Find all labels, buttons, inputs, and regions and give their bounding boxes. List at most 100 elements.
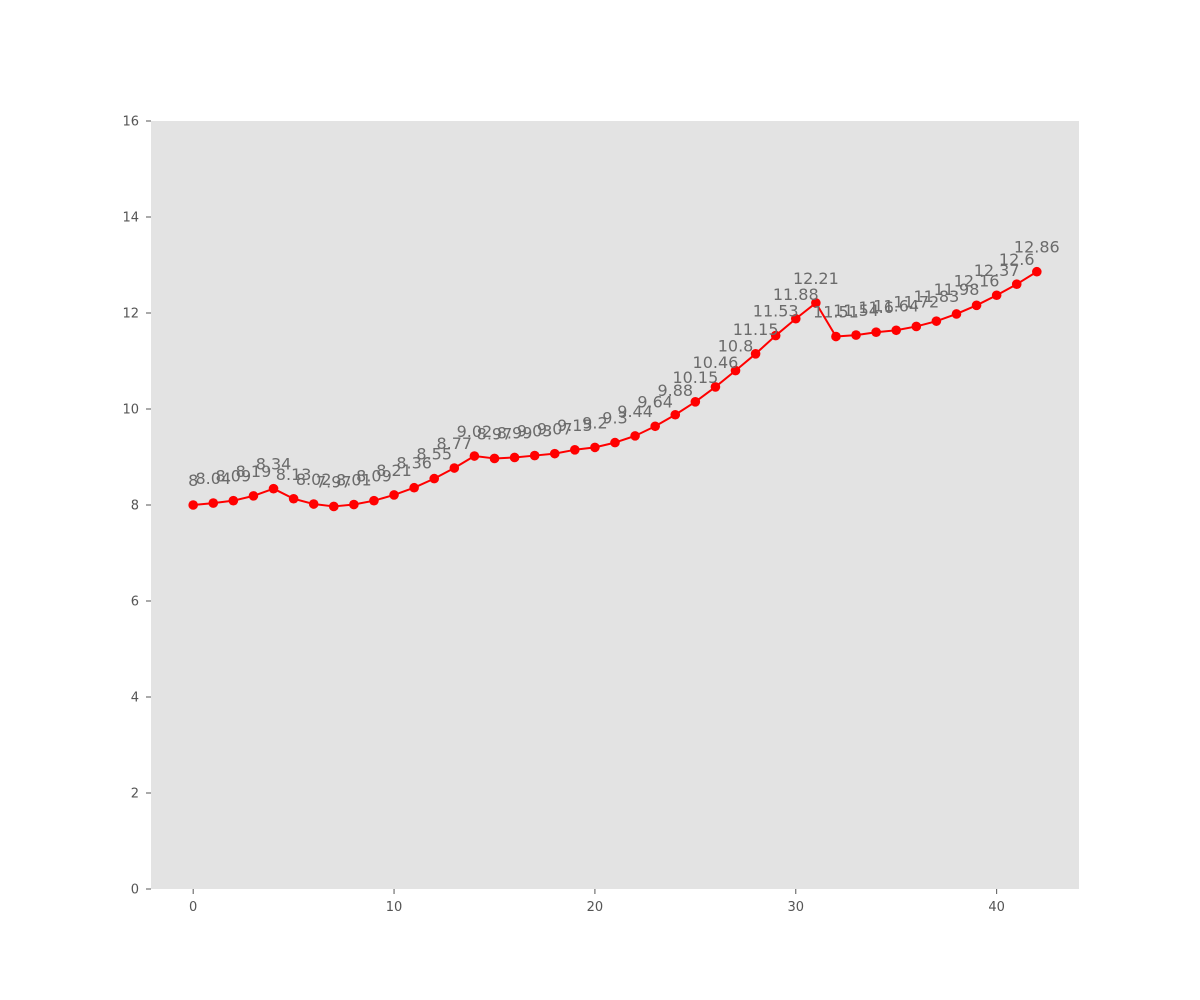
data-label: 11.83 [913, 287, 959, 306]
data-point [630, 431, 640, 441]
data-point [991, 290, 1002, 301]
data-label: 10.8 [718, 337, 754, 356]
data-point [369, 495, 379, 506]
data-point [489, 453, 500, 464]
data-label: 8 [188, 471, 198, 490]
data-label: 9.44 [617, 402, 653, 421]
data-label: 12.6 [999, 250, 1035, 269]
data-point [710, 382, 721, 392]
data-point [1032, 266, 1042, 277]
data-label: 9.2 [582, 413, 607, 432]
data-label: 9.3 [602, 409, 627, 428]
x-tick-label: 10 [386, 900, 403, 915]
data-label: 8.21 [376, 461, 412, 480]
data-point [811, 298, 821, 308]
data-label: 8.55 [416, 445, 452, 464]
x-axis: 0 10 20 30 40 [189, 889, 1005, 915]
data-point [770, 330, 781, 341]
data-label: 8.04 [195, 469, 231, 488]
x-tick-label: 20 [587, 900, 604, 915]
data-point [670, 409, 681, 420]
data-point [1011, 279, 1022, 290]
data-point [610, 437, 620, 448]
data-point [650, 421, 660, 432]
data-point [549, 448, 560, 459]
data-label: 11.98 [934, 280, 980, 299]
y-tick-label: 6 [131, 595, 139, 610]
data-point [529, 450, 540, 461]
data-label: 11.54 [833, 301, 879, 320]
data-point [730, 365, 741, 376]
data-label: 8.02 [296, 470, 332, 489]
y-tick-label: 2 [131, 787, 139, 802]
data-label: 11.64 [873, 296, 919, 315]
data-label: 11.51 [813, 303, 859, 322]
data-label: 8.77 [436, 434, 472, 453]
data-point [349, 499, 359, 510]
data-point [911, 321, 922, 332]
data-point [951, 309, 962, 319]
data-label: 7.97 [316, 472, 352, 491]
data-point [831, 331, 841, 342]
data-point [891, 325, 902, 336]
data-label: 9.88 [657, 381, 693, 400]
data-point [570, 445, 580, 455]
data-label: 8.99 [497, 423, 533, 442]
series-layer [188, 266, 1042, 512]
data-label: 9.15 [557, 416, 593, 435]
data-label: 10.46 [693, 353, 739, 372]
data-point [750, 349, 761, 359]
y-tick-label: 10 [122, 403, 139, 418]
data-label: 10.15 [672, 368, 718, 387]
data-label: 12.21 [793, 269, 839, 288]
data-label: 11.15 [733, 320, 779, 339]
data-label: 12.16 [954, 271, 1000, 290]
data-label: 9.07 [537, 420, 573, 439]
x-tick-label: 40 [988, 900, 1005, 915]
data-point [288, 493, 299, 504]
data-point [931, 316, 942, 326]
data-label: 9.64 [637, 392, 673, 411]
y-tick-label: 16 [122, 115, 139, 130]
data-point [429, 473, 440, 484]
data-label: 8.97 [477, 424, 513, 443]
data-point [409, 482, 419, 493]
data-point [328, 501, 339, 512]
data-label-layer: 88.048.098.198.348.138.027.978.018.098.2… [188, 238, 1060, 492]
x-tick-label: 0 [189, 900, 197, 915]
data-point [248, 491, 259, 501]
data-label: 12.86 [1014, 238, 1060, 257]
y-tick-label: 14 [122, 211, 139, 226]
data-point [228, 495, 239, 506]
data-point [871, 327, 881, 338]
data-label: 8.09 [216, 467, 252, 486]
data-label: 11.53 [753, 302, 799, 321]
data-point [469, 451, 480, 461]
y-axis: 0 2 4 6 8 10 12 14 16 [122, 115, 151, 898]
data-point [790, 313, 801, 324]
y-tick-label: 4 [131, 691, 139, 706]
data-label: 8.13 [276, 465, 312, 484]
data-label: 8.19 [236, 462, 272, 481]
data-point [268, 483, 279, 494]
data-point [851, 330, 861, 340]
data-point [509, 452, 520, 463]
data-label: 11.6 [858, 298, 894, 317]
x-tick-label: 30 [788, 900, 805, 915]
data-point [690, 397, 701, 407]
data-point [449, 463, 460, 473]
data-point [188, 500, 198, 510]
data-label: 11.72 [893, 292, 939, 311]
data-label: 9.03 [517, 422, 553, 441]
data-label: 8.34 [256, 455, 292, 474]
data-label: 9.02 [457, 422, 493, 441]
plot-area-background [151, 121, 1079, 889]
data-label: 8.36 [396, 454, 432, 473]
data-point [590, 442, 600, 453]
y-tick-label: 0 [131, 883, 139, 898]
data-point [389, 490, 399, 500]
data-point [308, 499, 319, 509]
data-point [971, 300, 982, 311]
y-tick-label: 12 [122, 307, 139, 322]
